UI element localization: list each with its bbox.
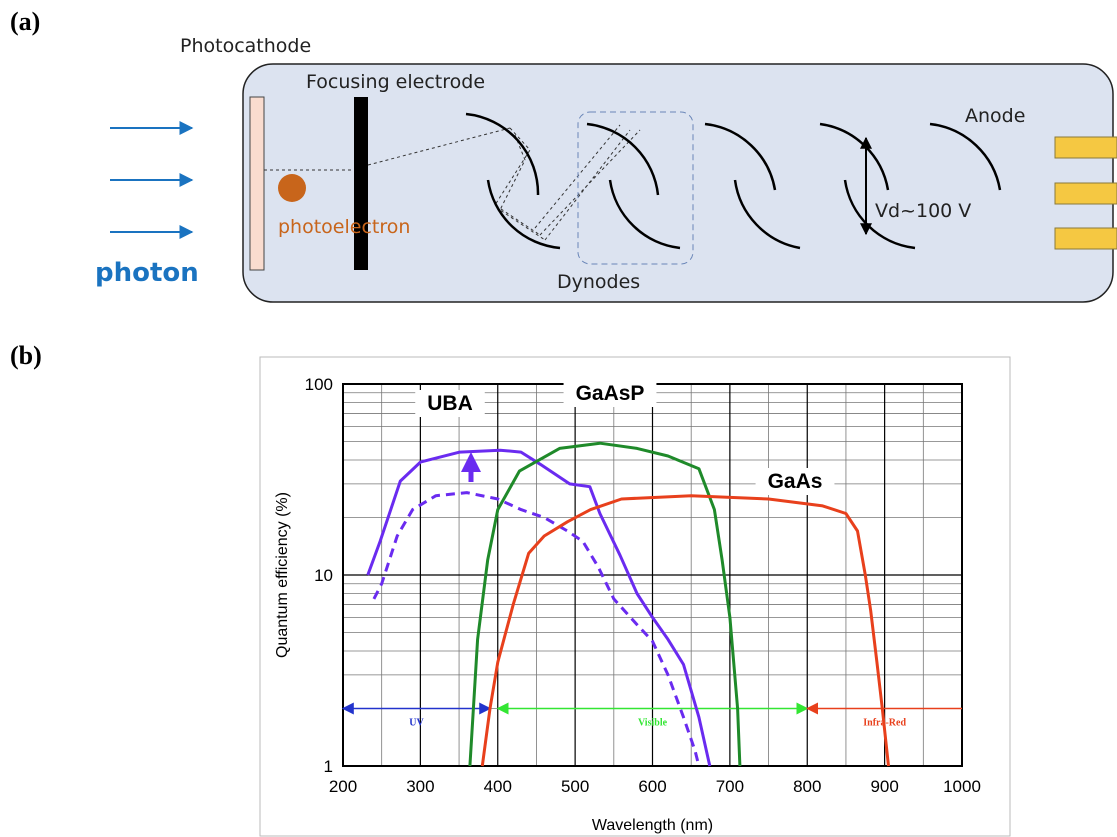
photoelectron — [278, 174, 306, 202]
dynode-box — [577, 111, 694, 265]
x-tick-label: 300 — [406, 777, 434, 796]
chart-frame — [259, 356, 1011, 837]
pins — [1054, 136, 1117, 250]
chart: 1 10 100 200 300 400 500 600 700 800 900 1000 Wavele… — [274, 375, 981, 834]
series-label-bg — [415, 390, 485, 417]
dynodes-label: Dynodes — [557, 271, 640, 293]
photoelectron-label: photoelectron — [278, 216, 410, 238]
region-label: Visible — [638, 718, 668, 729]
y-tick-label: 1 — [324, 757, 333, 776]
focusing-electrode — [354, 97, 368, 270]
focusing-electrode-label: Focusing electrode — [306, 71, 485, 93]
series-line — [480, 494, 890, 767]
series-label: GaAsP — [576, 382, 645, 405]
series-label: GaAs — [768, 470, 823, 493]
y-axis-label: Quantum efficiency (%) — [274, 492, 291, 658]
x-tick-label: 200 — [329, 777, 357, 796]
series-line — [366, 448, 712, 767]
series-line — [468, 441, 742, 767]
region-label: UV — [409, 718, 424, 729]
photon-label: photon — [95, 258, 199, 288]
photocathode — [249, 96, 265, 271]
x-axis-label: Wavelength (nm) — [592, 817, 713, 834]
anode-label: Anode — [965, 105, 1025, 127]
series-label: UBA — [427, 392, 473, 415]
y-tick-label: 10 — [314, 566, 333, 585]
series-line — [372, 491, 701, 767]
voltage-label: Vd~100 V — [875, 200, 971, 222]
x-tick-label: 400 — [484, 777, 512, 796]
series-label-bg — [755, 468, 835, 495]
x-tick-label: 900 — [870, 777, 898, 796]
panel-label: (b) — [10, 341, 42, 370]
y-tick-label: 100 — [305, 375, 333, 394]
x-tick-label: 600 — [638, 777, 666, 796]
tube — [242, 63, 1114, 303]
photon-arrows — [110, 121, 194, 239]
x-tick-label: 800 — [793, 777, 821, 796]
panel-label: (a) — [10, 7, 40, 36]
series-label-bg — [563, 380, 657, 407]
x-tick-label: 700 — [716, 777, 744, 796]
x-tick-label: 1000 — [943, 777, 981, 796]
photocathode-label: Photocathode — [180, 35, 311, 57]
x-tick-label: 500 — [561, 777, 589, 796]
